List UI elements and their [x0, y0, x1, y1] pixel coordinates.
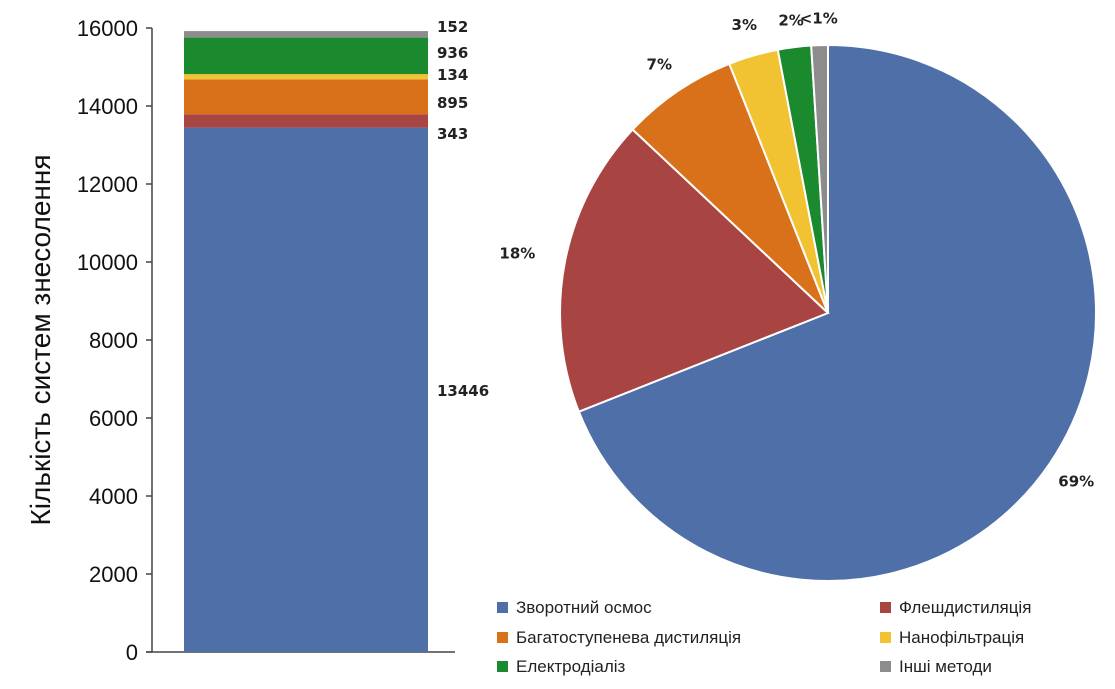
pie-data-label: 2%: [778, 12, 803, 30]
bar-data-label: 936: [437, 44, 468, 62]
bar-segment: [184, 31, 428, 38]
pie-data-label: 7%: [647, 56, 672, 74]
bar-data-label: 13446: [437, 382, 489, 400]
pie-data-label: <1%: [800, 9, 838, 27]
y-tick-label: 16000: [77, 16, 138, 41]
y-tick-label: 6000: [89, 406, 138, 431]
bar-data-label: 895: [437, 94, 468, 112]
y-tick-label: 0: [126, 640, 138, 665]
bar-segment: [184, 74, 428, 80]
legend-label: Флешдистиляція: [899, 598, 1031, 617]
bar-segment: [184, 79, 428, 115]
legend-swatch: [497, 602, 508, 613]
bar-segment: [184, 37, 428, 75]
legend-swatch: [497, 632, 508, 643]
bar-data-label: 152: [437, 18, 468, 36]
legend-label: Багатоступенева дистиляція: [516, 628, 741, 647]
pie-data-label: 3%: [732, 16, 757, 34]
y-tick-label: 10000: [77, 250, 138, 275]
legend-swatch: [880, 661, 891, 672]
y-tick-label: 12000: [77, 172, 138, 197]
legend-swatch: [880, 602, 891, 613]
y-tick-label: 8000: [89, 328, 138, 353]
pie-data-label: 18%: [499, 245, 535, 263]
bar-data-label: 134: [437, 66, 468, 84]
bar-data-label: 343: [437, 125, 468, 143]
y-tick-label: 4000: [89, 484, 138, 509]
legend-label: Інші методи: [899, 657, 992, 676]
bar-segment: [184, 114, 428, 128]
legend-label: Електродіаліз: [516, 657, 626, 676]
bar-segment: [184, 127, 428, 652]
y-tick-label: 14000: [77, 94, 138, 119]
pie-slice: [559, 128, 830, 413]
pie-slice: [810, 43, 829, 314]
pie-chart: 69% 18% 7% 3% 2%<1%: [499, 9, 1097, 582]
y-axis-title: Кількість систем знесолення: [25, 154, 56, 525]
y-tick-label: 2000: [89, 562, 138, 587]
pie-data-label: 69%: [1058, 473, 1094, 491]
stacked-bar-chart: 0 2000 4000 6000 8000 10000 12000 14000 16000 Кіл…: [25, 16, 489, 665]
pie-slice: [577, 43, 1097, 582]
legend-swatch: [880, 632, 891, 643]
pie-slice: [631, 62, 829, 314]
legend-swatch: [497, 661, 508, 672]
legend-label: Нанофільтрація: [899, 628, 1024, 647]
legend: Зворотний осмос Флешдистиляція Багатоступе…: [497, 598, 1031, 676]
legend-label: Зворотний осмос: [516, 598, 652, 617]
